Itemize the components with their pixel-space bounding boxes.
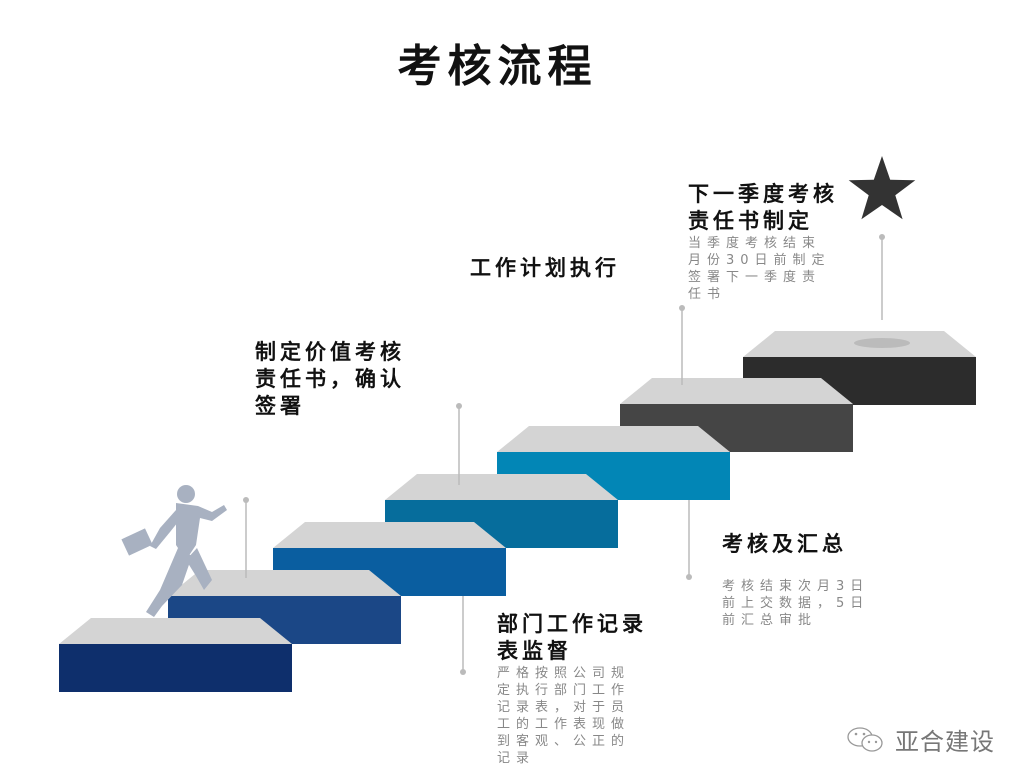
step-top-1 [59, 618, 292, 644]
step-4-heading: 考核及汇总 [722, 532, 847, 556]
briefcase-icon [121, 528, 153, 556]
runner-part [146, 548, 192, 617]
wechat-icon [847, 726, 883, 752]
step-2-description: 严格按照公司规 定执行部门工作 记录表，对于员 工的工作表现做 到客观、公正的 … [497, 666, 631, 766]
runner-part [186, 548, 212, 590]
step-top-3 [273, 522, 506, 548]
star-shadow [854, 338, 910, 348]
step-top-2 [168, 570, 401, 596]
connector-dot-2 [456, 403, 462, 409]
runner-part [176, 503, 227, 560]
connector-dot-1 [243, 497, 249, 503]
runner-part [177, 485, 195, 503]
connector-dot-5 [460, 669, 466, 675]
step-5-heading: 下一季度考核 责任书制定 [688, 182, 838, 233]
connector-dot-3 [679, 305, 685, 311]
step-3-heading: 工作计划执行 [470, 256, 620, 280]
connector-dot-4 [879, 234, 885, 240]
page-title: 考核流程 [397, 41, 598, 92]
step-top-5 [497, 426, 730, 452]
step-top-4 [385, 474, 618, 500]
connector-dot-6 [686, 574, 692, 580]
step-4-description: 考核结束次月3日 前上交数据，5日 前汇总审批 [722, 579, 870, 628]
step-top-6 [620, 378, 853, 404]
step-1-heading: 制定价值考核 责任书，确认 签署 [255, 340, 405, 418]
runner-part [150, 510, 178, 549]
businessman-running-icon [121, 485, 227, 617]
step-front-1 [59, 644, 292, 692]
step-2-heading: 部门工作记录 表监督 [497, 612, 647, 663]
brand-name: 亚合建设 [895, 728, 995, 756]
star-icon [848, 156, 916, 220]
step-5-description: 当季度考核结束 月份30日前制定 签署下一季度责 任书 [688, 236, 831, 302]
brand-watermark: 亚合建设 [845, 722, 995, 757]
